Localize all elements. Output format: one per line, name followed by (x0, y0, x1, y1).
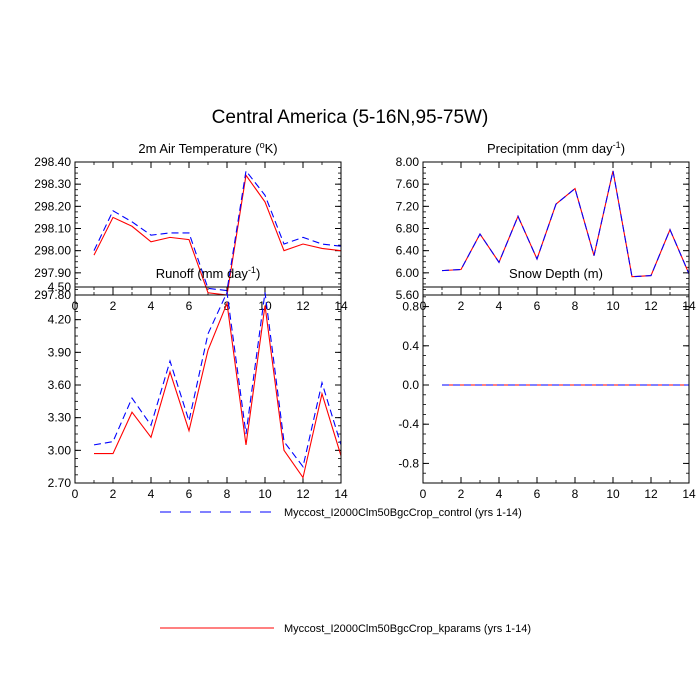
y-tick-label: 298.30 (34, 177, 71, 191)
y-tick-label: 7.20 (396, 199, 420, 213)
y-tick-label: 298.10 (34, 222, 71, 236)
panel-title: 2m Air Temperature (oK) (138, 140, 277, 156)
y-tick-label: 3.90 (48, 345, 72, 359)
x-tick-label: 10 (606, 299, 620, 313)
x-tick-label: 2 (458, 487, 465, 501)
legend: Myccost_I2000Clm50BgcCrop_control (yrs 1… (160, 507, 531, 635)
panel-title-text: Runoff (mm day (156, 266, 249, 281)
y-tick-label: 6.40 (396, 244, 420, 258)
x-tick-label: 8 (572, 487, 579, 501)
x-tick-label: 14 (334, 487, 348, 501)
x-tick-label: 10 (606, 487, 620, 501)
plot-frame (74, 161, 342, 296)
y-tick-label: 4.20 (48, 313, 72, 327)
x-tick-label: 12 (296, 299, 310, 313)
x-tick-label: 0 (72, 487, 79, 501)
x-tick-label: 6 (186, 487, 193, 501)
y-tick-label: 8.00 (396, 155, 420, 169)
panel-title-text: 2m Air Temperature ( (138, 141, 260, 156)
x-tick-label: 6 (534, 299, 541, 313)
x-tick-label: 4 (148, 487, 155, 501)
x-tick-label: 6 (534, 487, 541, 501)
panel-title-superscript: -1 (613, 140, 621, 150)
y-tick-label: 0.0 (402, 378, 419, 392)
x-tick-label: 8 (224, 487, 231, 501)
panel-title-end: ) (256, 266, 260, 281)
y-tick-label: 3.00 (48, 443, 72, 457)
x-tick-label: 10 (258, 487, 272, 501)
x-tick-label: 12 (644, 299, 658, 313)
y-tick-label: 3.60 (48, 378, 72, 392)
y-tick-label: 6.00 (396, 266, 420, 280)
y-tick-label: -0.8 (398, 456, 419, 470)
plot-frame (422, 161, 690, 296)
x-tick-label: 12 (644, 487, 658, 501)
series-line-control (93, 290, 341, 468)
series-line-control (441, 170, 689, 278)
panel-title-superscript: -1 (248, 265, 256, 275)
y-tick-label: 297.90 (34, 266, 71, 280)
x-tick-label: 8 (572, 299, 579, 313)
x-tick-label: 4 (496, 487, 503, 501)
plot-frame (422, 286, 690, 484)
main-title: Central America (5-16N,95-75W) (212, 107, 489, 128)
panel-title: Runoff (mm day-1) (156, 265, 261, 281)
y-tick-label: 298.00 (34, 244, 71, 258)
series-line-kparams (94, 301, 341, 479)
y-tick-label: 297.80 (34, 288, 71, 302)
series-line-kparams (93, 173, 341, 295)
x-tick-label: 4 (496, 299, 503, 313)
panel-1: 2m Air Temperature (oK) 297.80 297.90 298.0… (34, 140, 348, 313)
y-tick-label: 6.80 (396, 222, 420, 236)
y-tick-label: 5.60 (396, 288, 420, 302)
x-tick-label: 2 (458, 299, 465, 313)
y-tick-label: 0.4 (402, 339, 419, 353)
y-tick-label: 4.50 (48, 280, 72, 294)
panel-title-end: ) (621, 141, 625, 156)
panel-title: Precipitation (mm day-1) (487, 140, 625, 156)
series-line-kparams (441, 170, 689, 278)
x-tick-label: 4 (148, 299, 155, 313)
panels: 2m Air Temperature (oK) 297.80 297.90 298.0… (34, 140, 696, 501)
panel-4: Snow Depth (m) -0.8 -0.4 0.0 0.4 0.8 0 2 4 6 8 10 12… (398, 266, 696, 501)
y-tick-label: 3.30 (48, 411, 72, 425)
panel-title: Snow Depth (m) (509, 266, 603, 281)
panel-3: Runoff (mm day-1) 2.70 3.00 3.30 3.60 3.90 4.2… (48, 265, 348, 501)
x-tick-label: 2 (110, 487, 117, 501)
y-tick-label: -0.4 (398, 417, 419, 431)
x-tick-label: 0 (420, 487, 427, 501)
x-tick-label: 2 (110, 299, 117, 313)
y-tick-label: 298.20 (34, 199, 71, 213)
legend-label-2: Myccost_I2000Clm50BgcCrop_kparams (yrs 1… (284, 623, 531, 635)
panel-title-end: K) (265, 141, 278, 156)
legend-label-1: Myccost_I2000Clm50BgcCrop_control (yrs 1… (284, 507, 522, 519)
y-tick-label: 2.70 (48, 476, 72, 490)
panel-title-text: Snow Depth (m) (509, 266, 603, 281)
series-line-control (93, 169, 341, 292)
x-tick-label: 6 (186, 299, 193, 313)
y-tick-label: 0.8 (402, 300, 419, 314)
plot-frame (74, 286, 342, 484)
panel-title-superscript: o (260, 140, 265, 150)
panel-title-text: Precipitation (mm day (487, 141, 613, 156)
x-tick-label: 12 (296, 487, 310, 501)
y-tick-label: 7.60 (396, 177, 420, 191)
y-tick-label: 298.40 (34, 155, 71, 169)
x-tick-label: 14 (682, 487, 696, 501)
panel-2: Precipitation (mm day-1) 5.60 6.00 6.40 6.80… (396, 140, 696, 313)
